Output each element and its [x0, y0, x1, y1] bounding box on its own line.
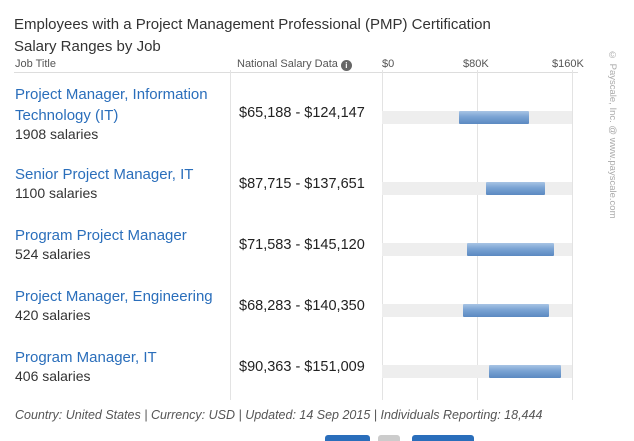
salary-range-bar[interactable]: [486, 182, 546, 195]
salary-range-bar[interactable]: [459, 111, 530, 124]
column-divider: [230, 70, 231, 400]
salary-range-bar[interactable]: [463, 304, 549, 317]
nav-button-left[interactable]: [325, 435, 370, 441]
salary-count: 1908 salaries: [15, 126, 99, 142]
header-national-label: National Salary Data: [237, 58, 338, 70]
header-divider: [14, 72, 578, 73]
salary-row: Program Project Manager 524 salaries $71,5…: [0, 225, 634, 287]
salary-count: 420 salaries: [15, 307, 91, 323]
axis-gridline: [572, 70, 573, 400]
salary-row: Project Manager, Engineering 420 salaries…: [0, 286, 634, 348]
salary-range-text: $65,188 - $124,147: [239, 105, 365, 121]
job-title-link[interactable]: Project Manager, Information Technology …: [15, 86, 208, 124]
axis-gridline: [477, 70, 478, 400]
salary-range-text: $68,283 - $140,350: [239, 298, 365, 314]
salary-count: 406 salaries: [15, 368, 91, 384]
salary-range-text: $87,715 - $137,651: [239, 176, 365, 192]
salary-row: Senior Project Manager, IT 1100 salaries $…: [0, 164, 634, 226]
salary-range-text: $71,583 - $145,120: [239, 237, 365, 253]
axis-tick-label: $160K: [552, 58, 584, 70]
header-national-salary: National Salary Data i: [237, 58, 352, 71]
salary-range-text: $90,363 - $151,009: [239, 359, 365, 375]
axis-gridline: [382, 70, 383, 400]
job-title-link[interactable]: Project Manager, Engineering: [15, 288, 213, 305]
salary-row: Project Manager, Information Technology …: [0, 84, 634, 146]
job-title-link[interactable]: Program Project Manager: [15, 227, 187, 244]
axis-tick-label: $0: [382, 58, 395, 70]
side-credit: © Payscale, Inc. @ www.payscale.com: [607, 50, 618, 219]
title-line-2: Salary Ranges by Job: [14, 38, 161, 55]
axis-tick-label: $80K: [463, 58, 489, 70]
salary-count: 1100 salaries: [15, 185, 98, 201]
nav-button-middle[interactable]: [378, 435, 400, 441]
title-line-1: Employees with a Project Management Prof…: [14, 16, 491, 33]
salary-range-bar[interactable]: [489, 365, 562, 378]
chart-title: Employees with a Project Management Prof…: [14, 14, 614, 58]
footer-info: Country: United States | Currency: USD |…: [15, 408, 543, 422]
salary-count: 524 salaries: [15, 246, 91, 262]
header-job-title: Job Title: [15, 58, 56, 70]
salary-range-bar[interactable]: [467, 243, 555, 256]
job-title-link[interactable]: Program Manager, IT: [15, 349, 157, 366]
info-icon[interactable]: i: [340, 60, 352, 71]
nav-button-right[interactable]: [412, 435, 474, 441]
job-title-link[interactable]: Senior Project Manager, IT: [15, 166, 194, 183]
salary-row: Program Manager, IT 406 salaries $90,363 -…: [0, 347, 634, 409]
